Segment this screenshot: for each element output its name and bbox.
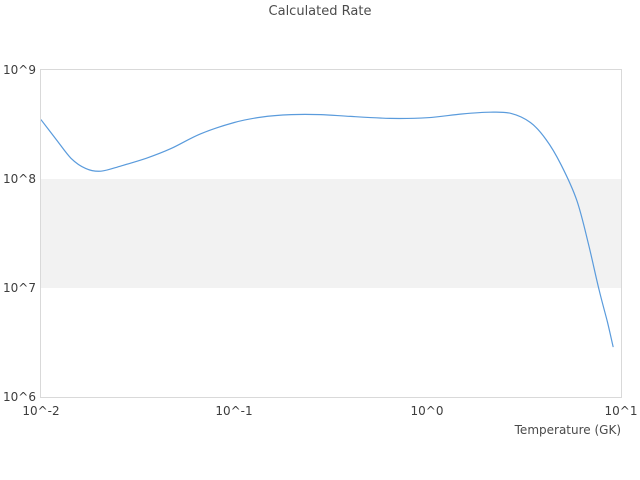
- y-tick-label-1e8: 10^8: [3, 172, 36, 186]
- y-tick-label-1e7: 10^7: [3, 281, 36, 295]
- y-tick-label-1e6: 10^6: [3, 390, 36, 404]
- plot-canvas: [41, 111, 621, 348]
- chart-title: Calculated Rate: [268, 4, 372, 19]
- rate-line: [41, 111, 614, 348]
- shaded-band: [41, 179, 621, 288]
- x-tick-label-1e-1: 10^-1: [215, 404, 253, 418]
- plot-area: [40, 69, 622, 398]
- x-tick-label-1e-2: 10^-2: [22, 404, 60, 418]
- x-tick-label-1e0: 10^0: [410, 404, 444, 418]
- x-axis-title: Temperature (GK): [514, 423, 621, 437]
- x-tick-label-1e1: 10^1: [604, 404, 638, 418]
- y-tick-label-1e9: 10^9: [3, 63, 36, 77]
